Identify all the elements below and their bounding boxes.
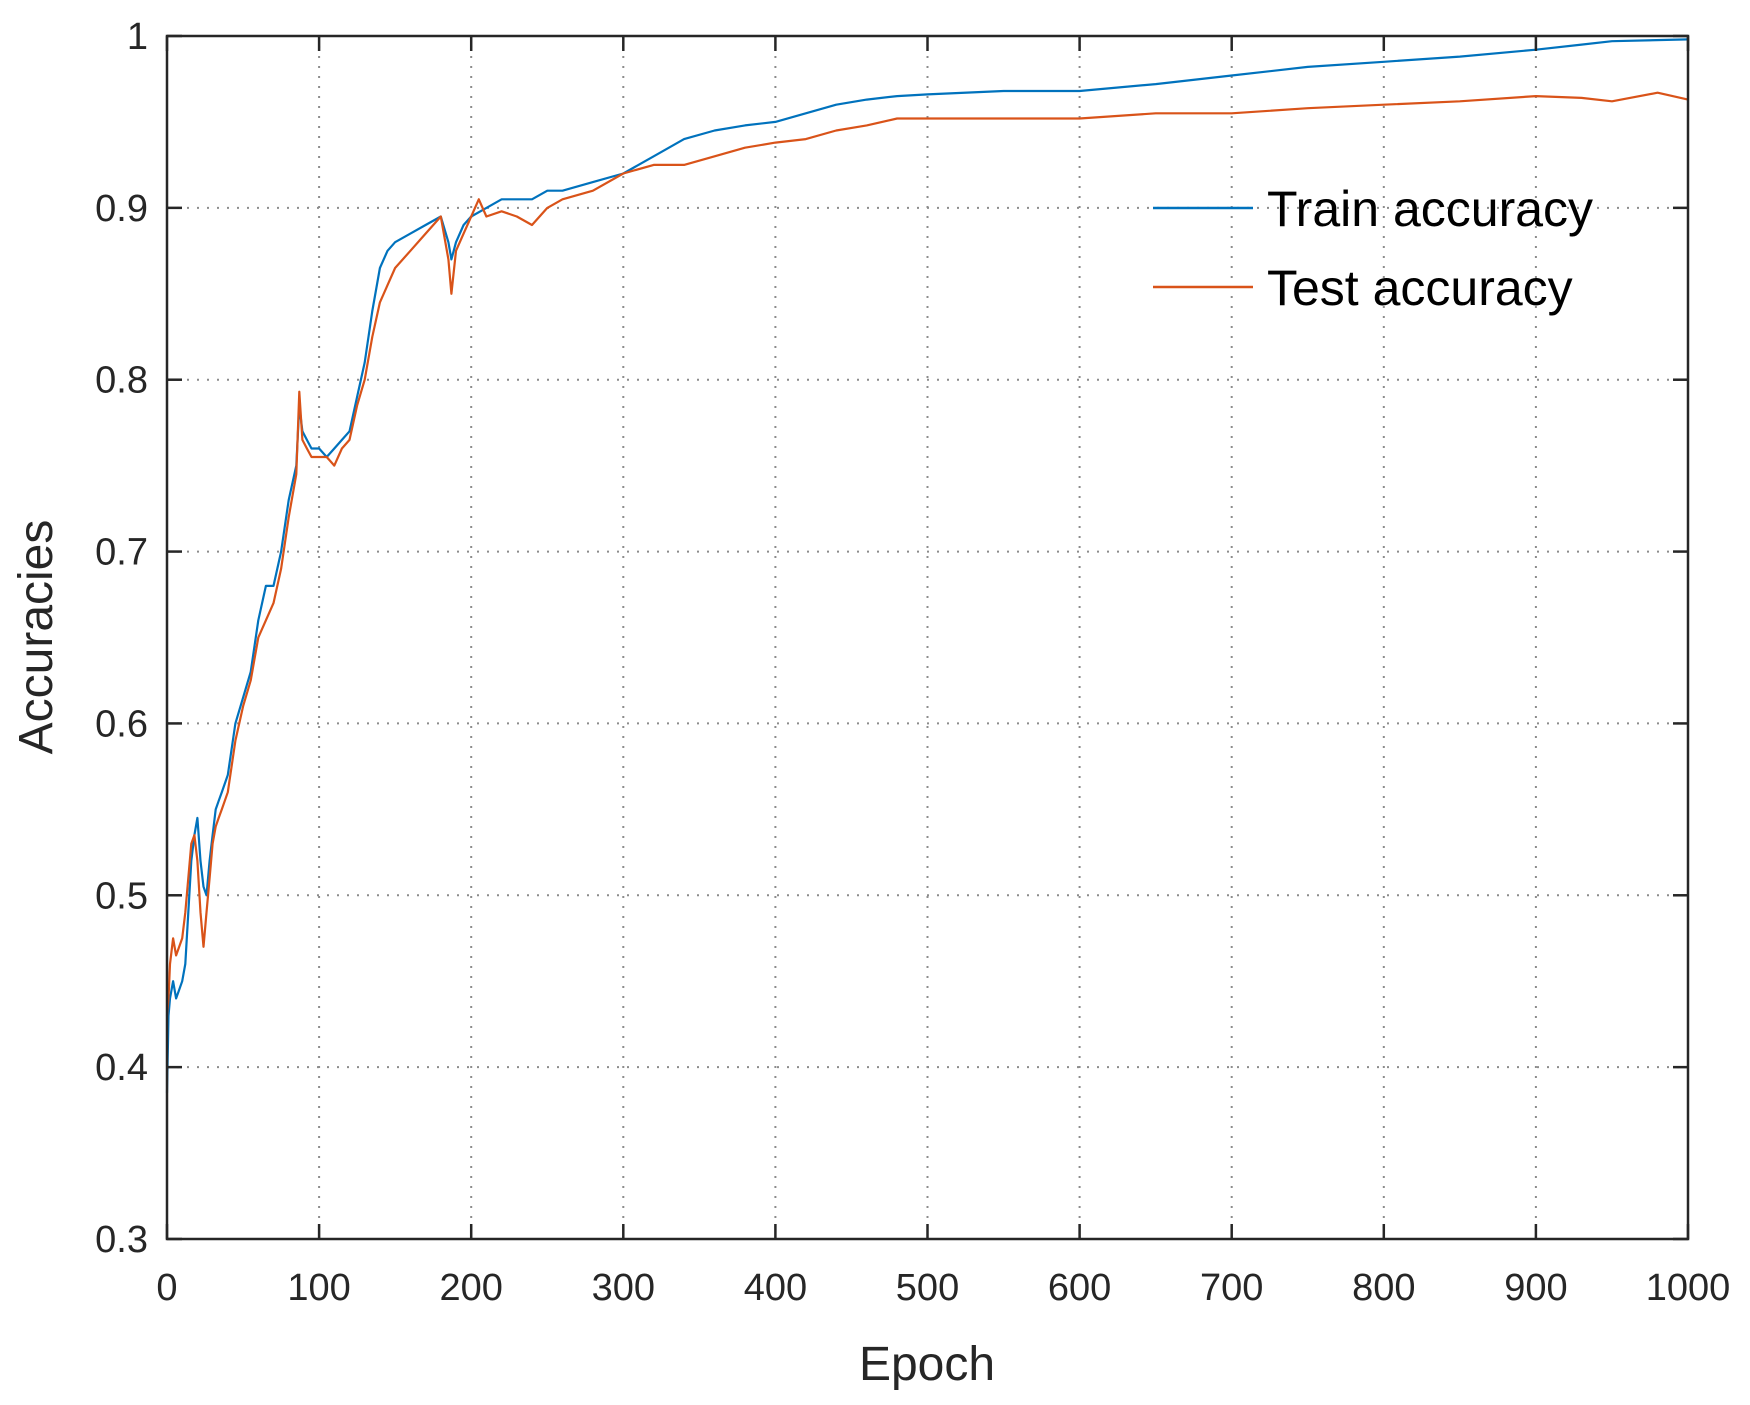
y-axis-label: Accuracies	[10, 520, 63, 755]
y-tick-label: 0.5	[95, 875, 148, 917]
y-tick-label: 1	[127, 16, 148, 58]
legend-label-test: Test accuracy	[1267, 260, 1573, 316]
legend: Train accuracy Test accuracy	[1153, 181, 1593, 316]
test-accuracy-line	[165, 91, 1689, 1016]
train-accuracy-line	[165, 38, 1689, 1093]
y-tick-label: 0.9	[95, 188, 148, 230]
x-tick-label: 700	[1200, 1267, 1263, 1309]
x-tick-label: 500	[896, 1267, 959, 1309]
x-tick-label: 800	[1352, 1267, 1415, 1309]
y-tick-label: 0.3	[95, 1219, 148, 1261]
x-tick-label: 400	[744, 1267, 807, 1309]
y-tick-label: 0.6	[95, 703, 148, 745]
x-tick-label: 600	[1048, 1267, 1111, 1309]
x-tick-label: 900	[1504, 1267, 1567, 1309]
y-tick-label: 0.4	[95, 1047, 148, 1089]
x-axis-label: Epoch	[859, 1338, 995, 1391]
grid	[167, 36, 1688, 1239]
x-tick-label: 0	[156, 1267, 177, 1309]
y-tick-label: 0.8	[95, 360, 148, 402]
y-tick-labels: 0.3 0.4 0.5 0.6 0.7 0.8 0.9 1	[95, 16, 148, 1261]
x-tick-label: 200	[439, 1267, 502, 1309]
legend-label-train: Train accuracy	[1267, 181, 1593, 237]
x-tick-label: 100	[287, 1267, 350, 1309]
y-tick-label: 0.7	[95, 532, 148, 574]
x-tick-label: 300	[592, 1267, 655, 1309]
x-tick-label: 1000	[1646, 1267, 1731, 1309]
series-layer	[165, 38, 1689, 1093]
ticks	[165, 34, 1690, 1241]
x-tick-labels: 0 100 200 300 400 500 600 700 800 900 1000	[156, 1267, 1730, 1309]
